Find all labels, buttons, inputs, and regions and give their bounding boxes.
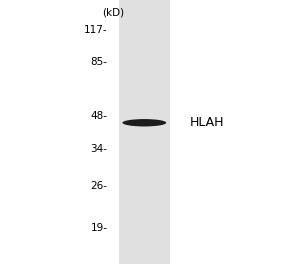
Text: 19-: 19-	[91, 223, 108, 233]
Text: 85-: 85-	[91, 57, 108, 67]
Ellipse shape	[122, 119, 166, 126]
Bar	[119, 0, 170, 264]
Text: 117-: 117-	[84, 25, 108, 35]
Text: 26-: 26-	[91, 181, 108, 191]
Text: 48-: 48-	[91, 111, 108, 121]
Text: 34-: 34-	[91, 144, 108, 154]
Text: (kD): (kD)	[102, 8, 124, 18]
Text: HLAH: HLAH	[190, 116, 224, 129]
